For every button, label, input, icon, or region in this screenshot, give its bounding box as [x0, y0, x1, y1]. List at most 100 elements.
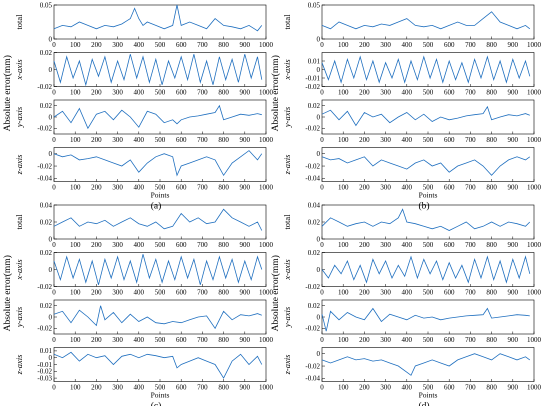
x-tick-label: 200: [91, 136, 102, 144]
x-tick-label: 900: [508, 289, 519, 297]
x-tick-label: 300: [112, 136, 123, 144]
x-tick-label: 700: [465, 136, 476, 144]
x-tick-label: 900: [240, 384, 251, 392]
x-tick-label: 0: [52, 89, 56, 97]
x-tick-label: 1000: [259, 89, 274, 97]
x-tick-label: 400: [402, 89, 413, 97]
x-tick-label: 400: [134, 41, 145, 49]
subplot-ylabel: x-axis: [282, 59, 292, 81]
x-tick-label: 500: [155, 184, 166, 192]
x-tick-label: 1000: [259, 41, 274, 49]
panel-label: (a): [151, 201, 162, 212]
x-tick-label: 700: [197, 289, 208, 297]
subplot-ylabel: total: [14, 214, 24, 230]
x-tick-label: 0: [52, 384, 56, 392]
x-tick-label: 0: [52, 41, 56, 49]
x-tick-label: 300: [380, 41, 391, 49]
chart-panel-1: 00.050 100 200 300 400 500 600 700 800 900 1000tot…: [270, 1, 542, 211]
x-tick-label: 800: [486, 41, 497, 49]
x-tick-label: 100: [70, 336, 81, 344]
x-tick-label: 1000: [527, 384, 542, 392]
subplot-ylabel: x-axis: [14, 59, 24, 81]
x-tick-label: 100: [338, 136, 349, 144]
x-tick-label: 0: [320, 89, 324, 97]
x-tick-label: 300: [112, 241, 123, 249]
x-tick-label: 0: [52, 336, 56, 344]
y-tick-label: -0.02: [305, 162, 320, 170]
x-tick-label: 500: [155, 336, 166, 344]
x-tick-label: 1000: [259, 384, 274, 392]
x-tick-label: 700: [465, 336, 476, 344]
y-tick-label: 0.05: [308, 1, 321, 9]
x-tick-label: 400: [402, 41, 413, 49]
x-tick-label: 500: [423, 336, 434, 344]
x-tick-label: 0: [320, 289, 324, 297]
x-tick-label: 800: [218, 136, 229, 144]
subplot-frame: [53, 347, 267, 382]
x-tick-label: 900: [240, 136, 251, 144]
x-tick-label: 700: [465, 289, 476, 297]
y-tick-label: 0.02: [308, 102, 321, 110]
x-tick-label: 800: [486, 289, 497, 297]
y-tick-label: 0: [49, 266, 53, 274]
x-tick-label: 400: [134, 336, 145, 344]
x-tick-label: 800: [486, 89, 497, 97]
x-tick-label: 800: [218, 184, 229, 192]
x-tick-label: 600: [444, 41, 455, 49]
x-tick-label: 600: [444, 184, 455, 192]
subplot-ylabel: y-axis: [282, 106, 292, 128]
x-tick-label: 1000: [259, 136, 274, 144]
series-line-y-axis: [321, 307, 530, 332]
x-tick-label: 500: [423, 289, 434, 297]
x-tick-label: 900: [508, 184, 519, 192]
x-tick-label: 900: [508, 241, 519, 249]
x-tick-label: 800: [218, 289, 229, 297]
series-line-x-axis: [53, 54, 263, 87]
x-tick-label: 700: [465, 241, 476, 249]
x-tick-label: 0: [320, 384, 324, 392]
y-tick-label: -0.04: [305, 175, 320, 183]
x-tick-label: 700: [465, 184, 476, 192]
series-line-total: [321, 11, 531, 30]
subplot-frame: [321, 347, 535, 382]
x-tick-label: 800: [218, 241, 229, 249]
series-line-total: [53, 208, 263, 231]
x-tick-label: 600: [176, 336, 187, 344]
series-line-z-axis: [321, 156, 531, 176]
y-tick-label: 0: [49, 354, 53, 362]
x-tick-label: 100: [70, 41, 81, 49]
x-tick-label: 800: [486, 241, 497, 249]
x-tick-label: 600: [444, 384, 455, 392]
series-line-y-axis: [53, 305, 262, 330]
x-tick-label: 300: [380, 241, 391, 249]
x-tick-label: 500: [423, 184, 434, 192]
series-line-y-axis: [53, 104, 262, 130]
y-tick-label: -0.02: [305, 83, 320, 91]
x-tick-label: 400: [402, 384, 413, 392]
x-tick-label: 900: [508, 41, 519, 49]
subplot-ylabel: z-axis: [14, 354, 24, 376]
x-tick-label: 700: [197, 136, 208, 144]
x-tick-label: 300: [112, 289, 123, 297]
x-tick-label: 200: [91, 336, 102, 344]
x-tick-label: 200: [91, 41, 102, 49]
x-tick-label: 800: [486, 384, 497, 392]
series-line-z-axis: [53, 150, 263, 177]
subplot-ylabel: y-axis: [14, 106, 24, 128]
y-tick-label: 0: [49, 113, 53, 121]
x-tick-label: 1000: [527, 241, 542, 249]
x-tick-label: 0: [320, 136, 324, 144]
y-tick-label: -0.01: [37, 361, 52, 369]
x-tick-label: 600: [444, 241, 455, 249]
y-tick-label: -0.02: [37, 125, 52, 133]
x-tick-label: 200: [359, 41, 370, 49]
x-tick-label: 1000: [259, 289, 274, 297]
x-tick-label: 1000: [527, 336, 542, 344]
panel-ylabel: Absolute error(mm): [270, 255, 281, 331]
subplot-frame: [53, 4, 267, 40]
x-tick-label: 300: [112, 184, 123, 192]
x-tick-label: 700: [197, 89, 208, 97]
x-tick-label: 200: [359, 336, 370, 344]
y-tick-label: 0.02: [40, 218, 53, 226]
x-tick-label: 400: [134, 289, 145, 297]
